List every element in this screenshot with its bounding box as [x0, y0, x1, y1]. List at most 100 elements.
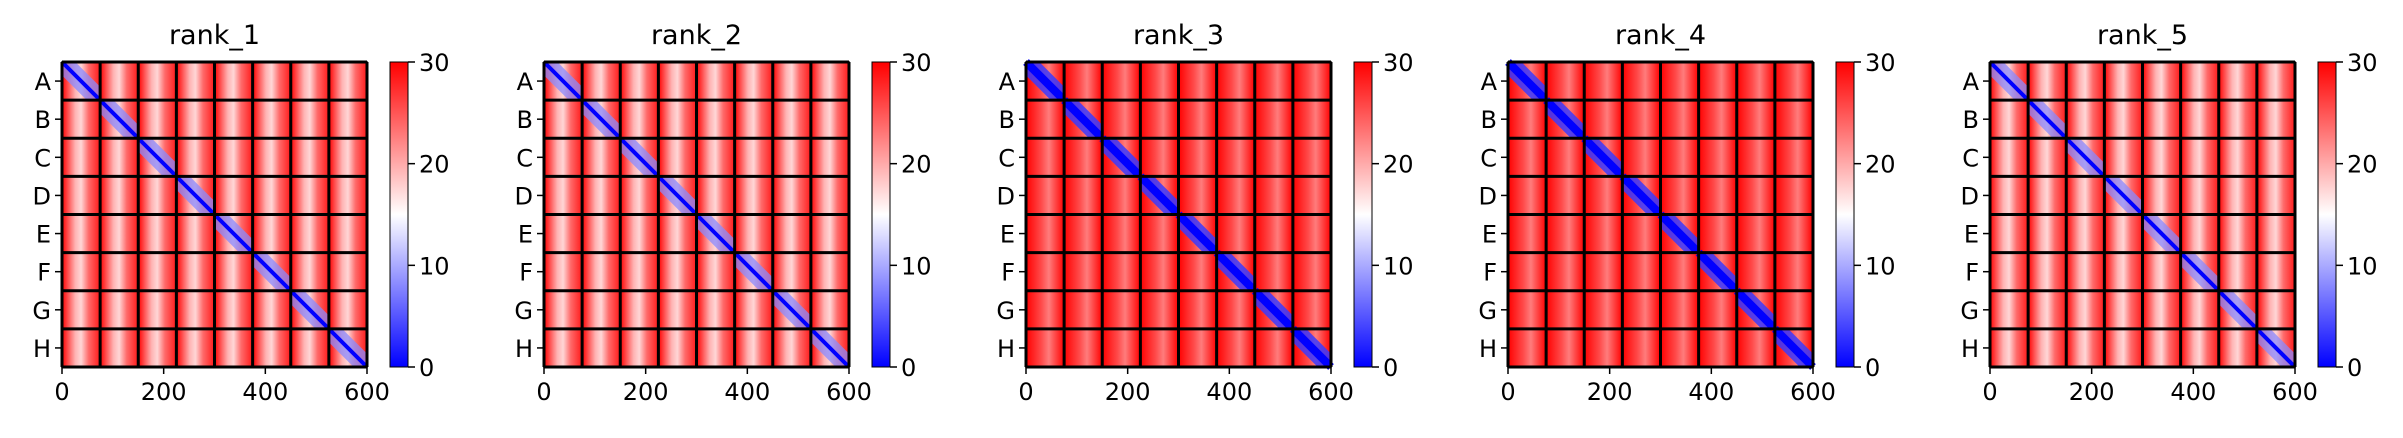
heatmap-block — [1508, 290, 1547, 329]
heatmap-block — [1584, 252, 1623, 291]
heatmap-block — [2180, 138, 2219, 177]
y-tick-label: B — [35, 106, 51, 134]
plot-frame — [543, 61, 850, 368]
y-tick-label: G — [514, 297, 533, 325]
heatmap-block — [1774, 138, 1813, 177]
y-tick-label: A — [1963, 68, 1980, 96]
heatmap-block — [2142, 100, 2181, 139]
diagonal-line — [1175, 211, 1220, 256]
heatmap-block — [62, 214, 101, 253]
y-tick-label: B — [999, 106, 1015, 134]
heatmap-block — [1660, 100, 1699, 139]
heatmap-block — [1622, 100, 1661, 139]
heatmap-block — [100, 138, 139, 177]
heatmap-block — [1736, 62, 1775, 101]
heatmap-block — [1990, 214, 2029, 253]
diagonal-line — [327, 327, 369, 369]
heatmap-block — [582, 62, 621, 101]
heatmap-block — [2104, 138, 2143, 177]
heatmap-block — [1140, 214, 1179, 253]
heatmap-block — [1292, 100, 1331, 139]
diagonal-line — [1099, 135, 1144, 180]
heatmap-block — [1292, 62, 1331, 101]
heatmap-block — [582, 328, 621, 367]
heatmap-block — [582, 214, 621, 253]
diagonal-line — [1695, 249, 1740, 294]
heatmap-block — [1546, 176, 1585, 215]
heatmap-block — [1064, 252, 1103, 291]
diagonal-line — [60, 60, 102, 102]
heatmap-block — [1546, 290, 1585, 329]
diagonal-line — [1657, 211, 1702, 256]
heatmap-block — [290, 138, 329, 177]
heatmap-block — [1026, 100, 1065, 139]
diagonal-line — [656, 174, 698, 216]
heatmap-block — [1774, 100, 1813, 139]
colorbar — [1835, 61, 1855, 368]
heatmap-block — [2028, 62, 2067, 101]
heatmap-block — [252, 328, 291, 367]
heatmap-block — [1736, 214, 1775, 253]
y-tick-label: E — [1964, 221, 1979, 249]
heatmap-block — [1178, 252, 1217, 291]
diagonal-line — [136, 136, 178, 178]
heatmap-block — [2142, 62, 2181, 101]
colorbar — [389, 61, 409, 368]
diagonal-line — [1581, 135, 1626, 180]
heatmap-block — [1546, 214, 1585, 253]
heatmap-block — [620, 290, 659, 329]
colorbar — [1353, 61, 1373, 368]
heatmap-block — [62, 176, 101, 215]
heatmap-block — [734, 290, 773, 329]
heatmap-block — [1102, 328, 1141, 367]
heatmap-block — [1254, 176, 1293, 215]
y-tick-label: E — [1482, 221, 1497, 249]
heatmap-block — [2218, 100, 2257, 139]
y-tick-label: D — [1479, 182, 1497, 210]
heatmap-block — [62, 138, 101, 177]
heatmap-block — [176, 252, 215, 291]
heatmap-block — [772, 328, 811, 367]
heatmap-block — [1660, 62, 1699, 101]
heatmap-block — [1292, 176, 1331, 215]
heatmap-block — [328, 290, 367, 329]
heatmap-block — [734, 328, 773, 367]
heatmap-block — [2218, 176, 2257, 215]
colorbar — [871, 61, 891, 368]
heatmap-block — [100, 214, 139, 253]
heatmap-block — [582, 138, 621, 177]
colorbar-tick-label: 20 — [419, 151, 450, 179]
heatmap-block — [100, 62, 139, 101]
heatmap-block — [1140, 328, 1179, 367]
heatmap-block — [582, 176, 621, 215]
heatmap-block — [2180, 100, 2219, 139]
heatmap-block — [1508, 252, 1547, 291]
heatmap-block — [2066, 252, 2105, 291]
heatmap-block — [1254, 100, 1293, 139]
heatmap-block — [214, 328, 253, 367]
heatmap-block — [62, 100, 101, 139]
x-tick-label: 400 — [724, 378, 770, 406]
heatmap-block — [2180, 328, 2219, 367]
colorbar-tick-label: 20 — [2347, 151, 2378, 179]
heatmap-block — [176, 62, 215, 101]
diagonal-line — [1213, 249, 1258, 294]
heatmap-block — [1990, 176, 2029, 215]
heatmap-block — [1292, 252, 1331, 291]
heatmap-block — [1140, 252, 1179, 291]
heatmap-block — [658, 328, 697, 367]
y-tick-label: H — [997, 335, 1015, 363]
heatmap-block — [214, 138, 253, 177]
heatmap-block — [1622, 252, 1661, 291]
x-tick-label: 400 — [1688, 378, 1734, 406]
heatmap-block — [1698, 214, 1737, 253]
heatmap-block — [696, 290, 735, 329]
heatmap-block — [658, 290, 697, 329]
y-tick-label: C — [1962, 144, 1979, 172]
colorbar-tick-label: 30 — [1383, 49, 1414, 77]
heatmap-block — [2256, 100, 2295, 139]
heatmap-block — [290, 214, 329, 253]
